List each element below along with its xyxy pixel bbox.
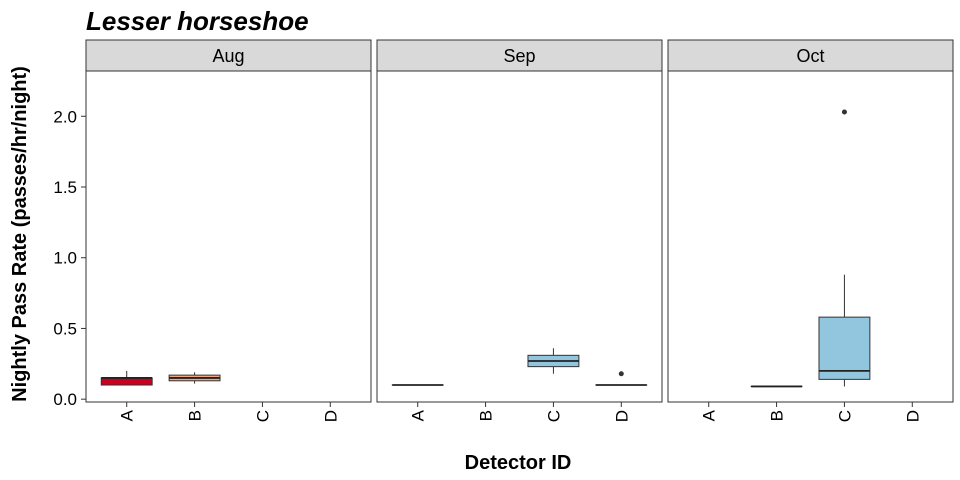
box-body: [818, 316, 871, 380]
chart-title: Lesser horseshoe: [86, 6, 309, 36]
x-tick-label: C: [253, 410, 272, 422]
x-tick-label: C: [835, 410, 854, 422]
box-oct-c: [818, 109, 871, 387]
outlier-point: [841, 109, 847, 115]
facet-panel-sep: Sep A B C D: [376, 39, 663, 422]
panel-background: [85, 70, 372, 403]
x-tick-label: C: [544, 410, 563, 422]
y-tick-label: 1.0: [53, 249, 77, 268]
box-aug-a: [100, 370, 153, 386]
facet-strip: [85, 39, 372, 72]
x-tick-label: B: [186, 410, 205, 421]
y-tick-label: 0.0: [53, 390, 77, 409]
facet-strip-label: Oct: [796, 46, 824, 66]
x-tick-label: D: [321, 410, 340, 422]
x-tick-label: A: [118, 409, 137, 421]
x-tick-label: D: [612, 410, 631, 422]
y-axis: 0.0 0.5 1.0 1.5 2.0: [53, 107, 86, 409]
x-tick-label: B: [477, 410, 496, 421]
facet-panel-oct: Oct A B C D: [667, 39, 954, 422]
x-tick-label: A: [700, 409, 719, 421]
facet-panel-aug: Aug A B C D: [85, 39, 372, 422]
facet-strip-label: Sep: [503, 46, 535, 66]
outlier-point: [618, 371, 624, 377]
y-tick-label: 2.0: [53, 107, 77, 126]
box-aug-b: [168, 372, 221, 384]
x-tick-label: A: [409, 409, 428, 421]
box-sep-c: [527, 348, 580, 374]
box-body: [100, 377, 153, 386]
x-tick-label: B: [768, 410, 787, 421]
y-tick-label: 0.5: [53, 319, 77, 338]
box-sep-d: [595, 371, 648, 386]
x-tick-label: D: [903, 410, 922, 422]
x-axis-title: Detector ID: [465, 452, 572, 474]
facet-strip: [376, 39, 663, 72]
y-axis-title: Nightly Pass Rate (passes/hr/night): [9, 66, 31, 402]
facet-panels: Aug A B C D Sep A B C D Oct A B C D: [85, 39, 954, 422]
facet-strip-label: Aug: [212, 46, 244, 66]
panel-background: [667, 70, 954, 403]
y-tick-label: 1.5: [53, 178, 77, 197]
panel-background: [376, 70, 663, 403]
